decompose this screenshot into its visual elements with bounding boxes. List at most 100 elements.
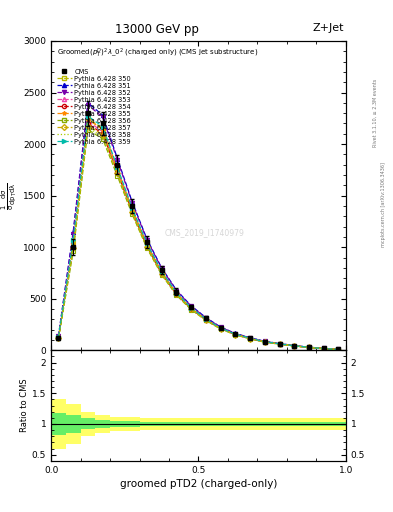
Pythia 6.428 356 [218, 326, 223, 332]
Pythia 6.428 350 [56, 334, 61, 340]
Pythia 6.428 352 [204, 315, 208, 321]
Pythia 6.428 350 [71, 239, 75, 245]
Line: Pythia 6.428 359: Pythia 6.428 359 [56, 114, 341, 352]
Pythia 6.428 356 [56, 335, 61, 342]
Pythia 6.428 357 [115, 170, 120, 177]
Pythia 6.428 357 [263, 339, 267, 345]
Line: Pythia 6.428 351: Pythia 6.428 351 [56, 101, 341, 351]
Pythia 6.428 351 [159, 265, 164, 271]
Text: Groomed$(p_T^D)^2\lambda\_0^2$ (charged only) (CMS jet substructure): Groomed$(p_T^D)^2\lambda\_0^2$ (charged … [57, 47, 258, 60]
Pythia 6.428 359 [100, 123, 105, 130]
Pythia 6.428 356 [145, 245, 149, 251]
Pythia 6.428 352 [218, 324, 223, 330]
Pythia 6.428 352 [145, 237, 149, 243]
Line: Pythia 6.428 356: Pythia 6.428 356 [56, 127, 341, 352]
Pythia 6.428 359 [145, 240, 149, 246]
Pythia 6.428 355 [204, 316, 208, 323]
Pythia 6.428 352 [307, 344, 311, 350]
Pythia 6.428 357 [189, 306, 193, 312]
Pythia 6.428 350 [130, 206, 134, 212]
Pythia 6.428 359 [115, 164, 120, 170]
Pythia 6.428 353 [145, 242, 149, 248]
Line: Pythia 6.428 350: Pythia 6.428 350 [56, 116, 341, 352]
Pythia 6.428 354 [86, 120, 90, 126]
Y-axis label: Ratio to CMS: Ratio to CMS [20, 379, 29, 432]
Pythia 6.428 350 [292, 343, 297, 349]
Pythia 6.428 353 [263, 339, 267, 345]
Pythia 6.428 351 [248, 334, 252, 340]
Pythia 6.428 358 [86, 124, 90, 131]
Pythia 6.428 352 [115, 157, 120, 163]
Pythia 6.428 351 [174, 287, 179, 293]
Legend: CMS, Pythia 6.428 350, Pythia 6.428 351, Pythia 6.428 352, Pythia 6.428 353, Pyt: CMS, Pythia 6.428 350, Pythia 6.428 351,… [54, 66, 134, 147]
Pythia 6.428 353 [204, 316, 208, 323]
Pythia 6.428 358 [292, 343, 297, 349]
Pythia 6.428 358 [204, 317, 208, 323]
Pythia 6.428 353 [174, 291, 179, 297]
Pythia 6.428 352 [71, 231, 75, 237]
Pythia 6.428 356 [86, 126, 90, 133]
Pythia 6.428 355 [336, 347, 341, 353]
Pythia 6.428 359 [130, 205, 134, 211]
Pythia 6.428 351 [218, 324, 223, 330]
Pythia 6.428 353 [292, 343, 297, 349]
Pythia 6.428 358 [277, 341, 282, 347]
Pythia 6.428 351 [145, 236, 149, 242]
Pythia 6.428 351 [277, 340, 282, 347]
Pythia 6.428 357 [130, 209, 134, 216]
Pythia 6.428 359 [189, 305, 193, 311]
Pythia 6.428 351 [321, 346, 326, 352]
Pythia 6.428 354 [174, 291, 179, 297]
Pythia 6.428 353 [307, 345, 311, 351]
Pythia 6.428 353 [159, 270, 164, 276]
Pythia 6.428 353 [86, 118, 90, 124]
Pythia 6.428 352 [100, 114, 105, 120]
Pythia 6.428 352 [159, 265, 164, 271]
Pythia 6.428 358 [233, 332, 238, 338]
Pythia 6.428 358 [56, 335, 61, 341]
Pythia 6.428 357 [292, 343, 297, 349]
Pythia 6.428 351 [189, 303, 193, 309]
Pythia 6.428 356 [292, 343, 297, 349]
Pythia 6.428 350 [218, 325, 223, 331]
Pythia 6.428 356 [130, 211, 134, 217]
Pythia 6.428 359 [307, 344, 311, 350]
Line: Pythia 6.428 353: Pythia 6.428 353 [56, 119, 341, 352]
Pythia 6.428 352 [233, 331, 238, 337]
Pythia 6.428 352 [130, 200, 134, 206]
Pythia 6.428 353 [233, 331, 238, 337]
Pythia 6.428 355 [263, 339, 267, 345]
Pythia 6.428 359 [233, 331, 238, 337]
Pythia 6.428 351 [115, 156, 120, 162]
Pythia 6.428 350 [307, 344, 311, 350]
Pythia 6.428 356 [71, 248, 75, 254]
Pythia 6.428 350 [336, 347, 341, 353]
Pythia 6.428 351 [336, 346, 341, 352]
Pythia 6.428 351 [204, 314, 208, 321]
Pythia 6.428 350 [233, 331, 238, 337]
Pythia 6.428 358 [189, 306, 193, 312]
Pythia 6.428 355 [174, 290, 179, 296]
Pythia 6.428 351 [130, 199, 134, 205]
Pythia 6.428 355 [56, 334, 61, 340]
Pythia 6.428 350 [159, 269, 164, 275]
Pythia 6.428 353 [336, 347, 341, 353]
Pythia 6.428 358 [218, 326, 223, 332]
Pythia 6.428 354 [321, 346, 326, 352]
Pythia 6.428 356 [307, 345, 311, 351]
Pythia 6.428 359 [248, 335, 252, 341]
Pythia 6.428 350 [248, 335, 252, 342]
Pythia 6.428 354 [233, 332, 238, 338]
Pythia 6.428 350 [277, 341, 282, 347]
Pythia 6.428 353 [321, 346, 326, 352]
Text: 13000 GeV pp: 13000 GeV pp [115, 23, 199, 36]
Pythia 6.428 357 [277, 341, 282, 347]
Pythia 6.428 353 [218, 326, 223, 332]
Pythia 6.428 357 [321, 346, 326, 352]
Pythia 6.428 351 [100, 112, 105, 118]
Pythia 6.428 356 [248, 336, 252, 342]
Pythia 6.428 357 [100, 132, 105, 138]
Pythia 6.428 350 [263, 339, 267, 345]
Pythia 6.428 354 [218, 326, 223, 332]
Pythia 6.428 356 [174, 292, 179, 298]
